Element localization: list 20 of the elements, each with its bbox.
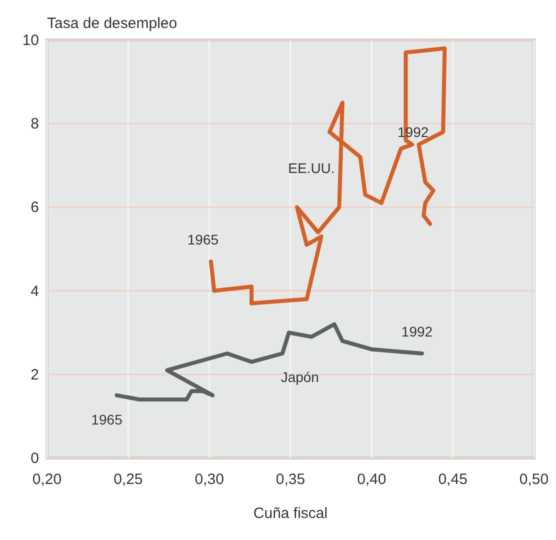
x-tick-label: 0,45 xyxy=(438,471,468,488)
x-tick-label: 0,35 xyxy=(276,471,306,488)
x-axis-title: Cuña fiscal xyxy=(253,505,328,522)
series-label: Japón xyxy=(280,368,319,385)
y-axis-title: Tasa de desempleo xyxy=(47,15,178,32)
y-tick-label: 6 xyxy=(30,199,39,216)
y-tick-label: 0 xyxy=(30,450,39,467)
x-tick-label: 0,30 xyxy=(194,471,224,488)
series-label: EE.UU. xyxy=(288,160,335,176)
x-tick-label: 0,20 xyxy=(32,471,62,488)
y-tick-label: 4 xyxy=(30,282,39,300)
x-tick-label: 0,25 xyxy=(114,471,143,488)
x-tick-label: 0,40 xyxy=(357,471,386,488)
annotation: 1965 xyxy=(91,411,123,428)
annotation: 1965 xyxy=(187,232,219,248)
y-tick-label: 10 xyxy=(22,32,39,49)
annotation: 1992 xyxy=(401,324,433,340)
y-tick-label: 2 xyxy=(30,366,39,384)
x-tick-label: 0,50 xyxy=(519,471,549,488)
y-tick-label: 8 xyxy=(30,116,39,133)
